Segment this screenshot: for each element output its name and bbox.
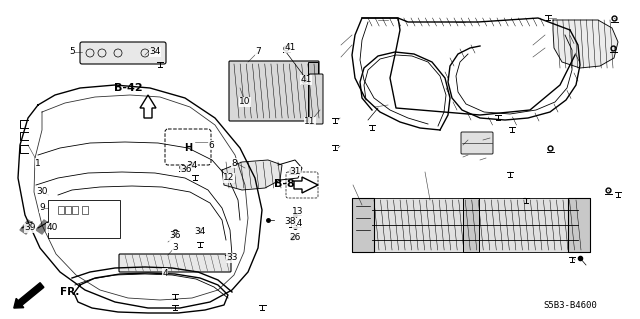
FancyBboxPatch shape xyxy=(80,42,166,64)
Text: S5B3-B4600: S5B3-B4600 xyxy=(543,300,597,309)
Polygon shape xyxy=(36,220,50,234)
Text: 34: 34 xyxy=(195,227,205,236)
Text: 30: 30 xyxy=(36,188,48,197)
Bar xyxy=(352,198,374,252)
Text: 41: 41 xyxy=(284,43,296,53)
Text: 11: 11 xyxy=(304,117,316,127)
Bar xyxy=(352,198,590,252)
Text: 12: 12 xyxy=(223,174,235,182)
Text: 6: 6 xyxy=(208,140,214,150)
Polygon shape xyxy=(294,177,318,193)
Text: 9: 9 xyxy=(39,204,45,212)
Text: FR.: FR. xyxy=(60,287,79,297)
FancyBboxPatch shape xyxy=(461,132,493,154)
Polygon shape xyxy=(222,160,282,190)
Text: 39: 39 xyxy=(24,224,36,233)
Bar xyxy=(65,206,71,214)
Text: 34: 34 xyxy=(149,48,161,56)
Bar xyxy=(58,206,64,214)
Text: 1: 1 xyxy=(35,159,41,167)
Text: 7: 7 xyxy=(255,48,261,56)
Text: 13: 13 xyxy=(292,207,304,217)
Text: 3: 3 xyxy=(172,242,178,251)
Text: 40: 40 xyxy=(46,224,58,233)
Text: 38: 38 xyxy=(284,218,296,226)
Bar xyxy=(308,62,318,120)
Text: H: H xyxy=(184,143,192,153)
Bar xyxy=(568,198,590,252)
FancyArrow shape xyxy=(14,283,44,308)
Text: 5: 5 xyxy=(69,48,75,56)
FancyBboxPatch shape xyxy=(119,254,231,272)
Bar xyxy=(463,198,479,252)
Text: 34: 34 xyxy=(186,160,198,169)
Text: 10: 10 xyxy=(239,98,251,107)
Text: 41: 41 xyxy=(300,76,312,85)
Text: 36: 36 xyxy=(169,232,180,241)
Text: B-8: B-8 xyxy=(274,179,294,189)
Text: 8: 8 xyxy=(231,159,237,167)
Text: 4: 4 xyxy=(162,269,168,278)
Text: 36: 36 xyxy=(180,166,192,174)
Polygon shape xyxy=(20,220,34,234)
FancyBboxPatch shape xyxy=(229,61,319,121)
Bar xyxy=(48,200,120,238)
Polygon shape xyxy=(553,20,618,68)
Bar xyxy=(82,206,88,214)
Polygon shape xyxy=(140,95,156,118)
Text: 26: 26 xyxy=(289,233,301,241)
Text: B-42: B-42 xyxy=(114,83,142,93)
Text: 14: 14 xyxy=(292,219,304,228)
FancyBboxPatch shape xyxy=(309,74,323,124)
Text: 33: 33 xyxy=(227,254,237,263)
Text: 31: 31 xyxy=(289,167,301,175)
Bar xyxy=(72,206,78,214)
